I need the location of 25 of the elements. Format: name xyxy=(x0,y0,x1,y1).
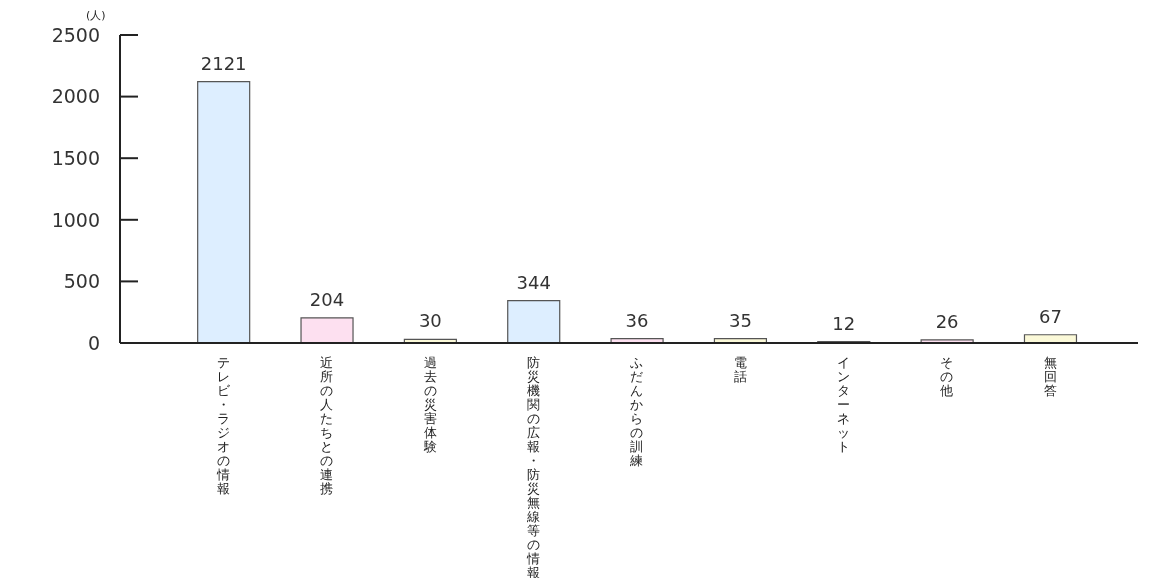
x-tick-label: ふだんからの訓練 xyxy=(629,355,644,468)
data-label: 12 xyxy=(832,312,856,334)
y-axis-title: (人) xyxy=(86,8,106,23)
category-label: 防災機関の広報・防災無線等の情報 xyxy=(526,355,540,579)
data-label: 35 xyxy=(728,309,752,331)
y-tick-label: 0 xyxy=(87,331,100,354)
x-tick-label: その他 xyxy=(940,355,954,398)
y-tick-label: 2500 xyxy=(51,23,100,46)
y-tick-label: 500 xyxy=(63,270,100,293)
data-label: 36 xyxy=(625,309,649,331)
x-tick-label: 過去の災害体験 xyxy=(422,355,437,454)
y-tick-label: 1000 xyxy=(51,208,100,231)
x-tick-label: インターネット xyxy=(836,355,850,454)
data-label: 2121 xyxy=(200,52,247,74)
data-label: 204 xyxy=(309,288,345,310)
category-label: テレビ・ラジオの情報 xyxy=(216,355,230,496)
data-label: 26 xyxy=(935,310,959,332)
data-label: 344 xyxy=(516,271,551,293)
y-tick-label: 1500 xyxy=(51,146,100,169)
x-tick-label: 無回答 xyxy=(1043,355,1057,398)
data-label: 30 xyxy=(418,310,442,332)
category-label: 近所の人たちとの連携 xyxy=(320,355,334,496)
y-tick-label: 2000 xyxy=(51,85,100,108)
data-label: 67 xyxy=(1039,305,1062,327)
x-tick-label: 電話 xyxy=(733,355,747,384)
